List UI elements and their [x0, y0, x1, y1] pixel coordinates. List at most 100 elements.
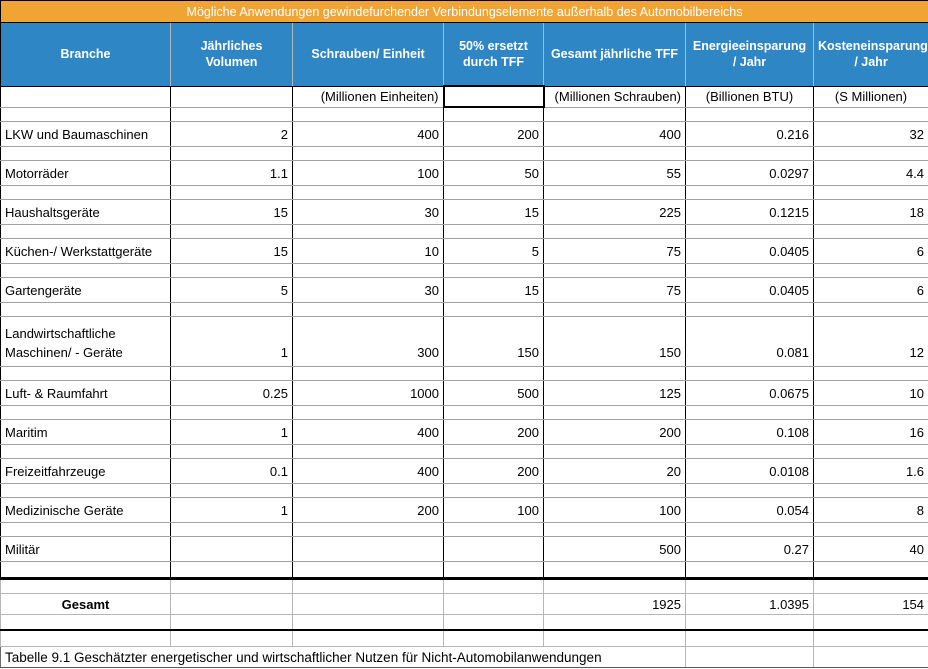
cell-energie: 0.27 [685, 536, 814, 562]
cell-kosten: 16 [812, 419, 928, 445]
table-row: Küchen-/ Werkstattgeräte 15 10 5 75 0.04… [0, 238, 928, 264]
cell-volumen: 1.1 [170, 160, 293, 186]
unit-schrauben: (Millionen Einheiten) [292, 85, 444, 108]
cell-kosten: 8 [812, 497, 928, 523]
spacer-row [0, 483, 928, 498]
cell-schrauben: 100 [292, 160, 444, 186]
total-kosten: 154 [812, 593, 928, 615]
cell-schrauben: 400 [292, 419, 444, 445]
units-row: (Millionen Einheiten) (Millionen Schraub… [0, 85, 928, 108]
cell-energie: 0.0405 [685, 277, 814, 303]
cell-kosten: 18 [812, 199, 928, 225]
cell-volumen: 0.25 [170, 380, 293, 406]
cell-tff: 75 [543, 277, 686, 303]
cell-energie: 0.0405 [685, 238, 814, 264]
table-title-row: Mögliche Anwendungen gewindefurchender V… [0, 0, 928, 23]
cell-ersetzt: 200 [443, 121, 544, 147]
cell-energie: 0.108 [685, 419, 814, 445]
cell-branche: LKW und Baumaschinen [0, 121, 171, 147]
col-header-tff: Gesamt jährliche TFF [543, 22, 686, 87]
total-energie: 1.0395 [685, 593, 814, 615]
cell-volumen: 0.1 [170, 458, 293, 484]
cell-kosten: 10 [812, 380, 928, 406]
cell-volumen: 1 [170, 316, 293, 367]
cell-schrauben: 30 [292, 199, 444, 225]
spacer-cell [292, 593, 444, 615]
spacer-row [0, 614, 928, 631]
spacer-row [0, 405, 928, 420]
cell-energie: 0.054 [685, 497, 814, 523]
cell-ersetzt [443, 536, 544, 562]
unit-tff: (Millionen Schrauben) [543, 85, 686, 108]
cell-volumen: 1 [170, 419, 293, 445]
cell-tff: 55 [543, 160, 686, 186]
total-tff: 1925 [543, 593, 686, 615]
cell-kosten: 12 [812, 316, 928, 367]
cell-kosten: 1.6 [812, 458, 928, 484]
table-row: Landwirtschaftliche Maschinen/ - Geräte … [0, 316, 928, 367]
spacer-row [0, 302, 928, 317]
cell-tff: 75 [543, 238, 686, 264]
cell-energie: 0.1215 [685, 199, 814, 225]
cell-kosten: 6 [812, 238, 928, 264]
section-end-row [0, 561, 928, 580]
spacer-cell [170, 593, 293, 615]
spacer-row [0, 263, 928, 278]
spacer-row [0, 578, 928, 594]
spacer-row [0, 522, 928, 537]
cell-schrauben: 10 [292, 238, 444, 264]
col-header-ersetzt: 50% ersetzt durch TFF [443, 22, 544, 87]
cell-schrauben: 30 [292, 277, 444, 303]
cell-branche: Landwirtschaftliche Maschinen/ - Geräte [0, 316, 171, 367]
spacer-row [0, 224, 928, 239]
cell-branche: Maritim [0, 419, 171, 445]
cell-volumen: 5 [170, 277, 293, 303]
cell-ersetzt: 5 [443, 238, 544, 264]
cell-volumen: 1 [170, 497, 293, 523]
cell-kosten: 40 [812, 536, 928, 562]
col-header-volumen: Jährliches Volumen [170, 22, 293, 87]
cell-kosten: 4.4 [812, 160, 928, 186]
cell-branche: Medizinische Geräte [0, 497, 171, 523]
cell-ersetzt: 150 [443, 316, 544, 367]
table-caption: Tabelle 9.1 Geschätzter energetischer un… [0, 646, 686, 668]
cell-schrauben: 400 [292, 121, 444, 147]
cell-tff: 100 [543, 497, 686, 523]
cell-schrauben: 200 [292, 497, 444, 523]
table-row: Gartengeräte 5 30 15 75 0.0405 6 [0, 277, 928, 303]
cell-tff: 200 [543, 419, 686, 445]
table-row: Maritim 1 400 200 200 0.108 16 [0, 419, 928, 445]
col-header-branche: Branche [0, 22, 171, 87]
cell-tff: 125 [543, 380, 686, 406]
table-row: Luft- & Raumfahrt 0.25 1000 500 125 0.06… [0, 380, 928, 406]
spacer-row [0, 146, 928, 161]
table-row: Militär 500 0.27 40 [0, 536, 928, 562]
cell-branche: Militär [0, 536, 171, 562]
cell-tff: 225 [543, 199, 686, 225]
cell-ersetzt: 500 [443, 380, 544, 406]
cell-volumen [170, 536, 293, 562]
cell-schrauben: 300 [292, 316, 444, 367]
cell-branche: Freizeitfahrzeuge [0, 458, 171, 484]
cell-branche: Küchen-/ Werkstattgeräte [0, 238, 171, 264]
selected-cell [442, 85, 545, 108]
cell-energie: 0.0108 [685, 458, 814, 484]
table-title: Mögliche Anwendungen gewindefurchender V… [0, 0, 928, 23]
spacer-row [0, 629, 928, 647]
cell-ersetzt: 200 [443, 419, 544, 445]
cell-volumen: 15 [170, 238, 293, 264]
spacer-cell [685, 646, 814, 668]
spacer-cell [812, 646, 928, 668]
unit-energie: (Billionen BTU) [685, 85, 814, 108]
cell-schrauben: 1000 [292, 380, 444, 406]
spacer-cell [170, 85, 293, 108]
cell-ersetzt: 200 [443, 458, 544, 484]
spacer-row [0, 366, 928, 381]
table-row: Haushaltsgeräte 15 30 15 225 0.1215 18 [0, 199, 928, 225]
table-row: Medizinische Geräte 1 200 100 100 0.054 … [0, 497, 928, 523]
spacer-row [0, 444, 928, 459]
cell-ersetzt: 100 [443, 497, 544, 523]
cell-branche: Luft- & Raumfahrt [0, 380, 171, 406]
cell-ersetzt: 15 [443, 277, 544, 303]
